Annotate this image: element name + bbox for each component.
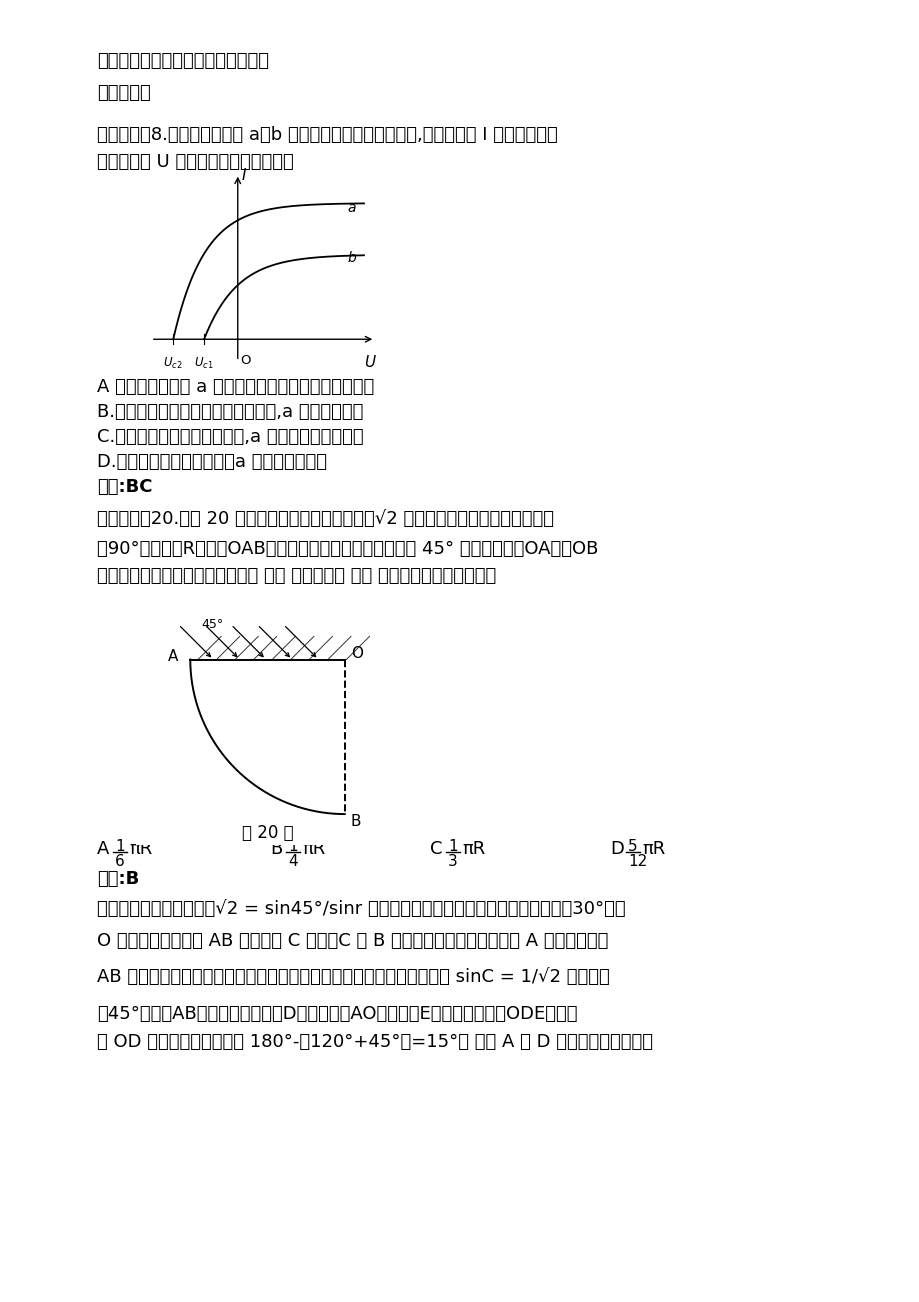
Text: 难度：易。: 难度：易。 — [96, 85, 151, 102]
Text: O 的光线垂直入射到 AB 界面上点 C 射出，C 到 B 之间没有光线射出；越接近 A 的光线入射到: O 的光线垂直入射到 AB 界面上点 C 射出，C 到 B 之间没有光线射出；越… — [96, 932, 607, 950]
Text: 为90°、半径为R的扇形OAB，一束平行光平行于横截面，以 45° 入射角照射到OA上，OB: 为90°、半径为R的扇形OAB，一束平行光平行于横截面，以 45° 入射角照射到… — [96, 540, 597, 559]
Text: 答案:B: 答案:B — [96, 870, 139, 888]
Text: 3: 3 — [448, 854, 458, 868]
Text: 为45°，如果AB界面上的临界点为D，此光线在AO界面上点E入射，在三角形ODE中可求: 为45°，如果AB界面上的临界点为D，此光线在AO界面上点E入射，在三角形ODE… — [96, 1005, 577, 1023]
Text: 6: 6 — [115, 854, 125, 868]
Text: $U_{c1}$: $U_{c1}$ — [194, 355, 214, 371]
Text: A: A — [167, 648, 177, 664]
Text: 45°: 45° — [201, 618, 223, 630]
Text: 得 OD 与水平方向的夹角为 180°-（120°+45°）=15°， 所以 A 到 D 之间没有光线射出。: 得 OD 与水平方向的夹角为 180°-（120°+45°）=15°， 所以 A… — [96, 1032, 652, 1051]
Text: 间所加电压 U 的关系如图。则这两种光: 间所加电压 U 的关系如图。则这两种光 — [96, 154, 293, 171]
Text: 不透光，若只考虑首次入射到圆弧 𝐀𝐁 上的光，则 𝐀𝐁 上有光透出部分的弧长为: 不透光，若只考虑首次入射到圆弧 𝐀𝐁 上的光，则 𝐀𝐁 上有光透出部分的弧长为 — [96, 566, 495, 585]
Text: D.通过同一玻璃三棱镜时，a 光的偏折程度大: D.通过同一玻璃三棱镜时，a 光的偏折程度大 — [96, 453, 326, 471]
Text: C.通过同一装置发生双缝干涉,a 光的相邻条纹间距大: C.通过同一装置发生双缝干涉,a 光的相邻条纹间距大 — [96, 428, 363, 447]
Text: U: U — [364, 355, 375, 371]
Text: B: B — [269, 840, 282, 858]
Text: πR: πR — [129, 840, 152, 858]
Text: O: O — [240, 354, 251, 367]
Text: A 照射该光电管时 a 光使其逸出的光电子最大初动能大: A 照射该光电管时 a 光使其逸出的光电子最大初动能大 — [96, 378, 374, 396]
Text: a: a — [346, 202, 356, 215]
Text: 题 20 图: 题 20 图 — [242, 824, 293, 841]
Text: 本题考查光子能量公式和光速公式。: 本题考查光子能量公式和光速公式。 — [96, 52, 268, 70]
Text: $U_{c2}$: $U_{c2}$ — [164, 355, 183, 371]
Text: 1: 1 — [115, 838, 124, 854]
Text: 1: 1 — [448, 838, 457, 854]
Text: πR: πR — [641, 840, 664, 858]
Text: C: C — [429, 840, 442, 858]
Text: B.从同种玻璃射入空气发生全反射时,a 光的临界角大: B.从同种玻璃射入空气发生全反射时,a 光的临界角大 — [96, 404, 363, 421]
Text: D: D — [609, 840, 623, 858]
Text: （天津卷）8.用同一光管研究 a、b 两种单色光产生的光电效应,得到光电流 I 与光电管两极: （天津卷）8.用同一光管研究 a、b 两种单色光产生的光电效应,得到光电流 I … — [96, 126, 557, 145]
Text: 5: 5 — [628, 838, 637, 854]
Text: 4: 4 — [288, 854, 298, 868]
Text: AB 界面上时的入射角越大，发生全反射的可能性越大，根据临界角公式 sinC = 1/√2 得临界角: AB 界面上时的入射角越大，发生全反射的可能性越大，根据临界角公式 sinC =… — [96, 967, 609, 986]
Text: （重庆卷）20.如题 20 图所示，空气中在一折射率为√2 的玻璃柱体，其横截面是圆心角: （重庆卷）20.如题 20 图所示，空气中在一折射率为√2 的玻璃柱体，其横截面… — [96, 510, 553, 529]
Text: b: b — [346, 251, 356, 266]
Text: 【解析】根据折射定律，√2 = sin45°/sinr 可得光进入玻璃后光线与竖直方向的夹角为30°。过: 【解析】根据折射定律，√2 = sin45°/sinr 可得光进入玻璃后光线与竖… — [96, 900, 625, 918]
Text: A: A — [96, 840, 109, 858]
Text: B: B — [351, 814, 361, 829]
Text: I: I — [241, 168, 245, 184]
Text: O: O — [351, 646, 363, 661]
Text: 12: 12 — [628, 854, 647, 868]
Text: πR: πR — [461, 840, 484, 858]
Text: πR: πR — [301, 840, 325, 858]
Text: 答案:BC: 答案:BC — [96, 478, 153, 496]
Text: 1: 1 — [288, 838, 298, 854]
